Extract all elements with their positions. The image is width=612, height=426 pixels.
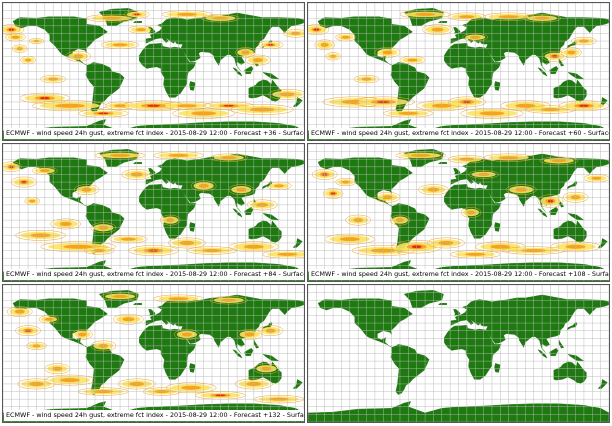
iceland-landmass [437, 21, 448, 23]
new-guinea-landmass [567, 353, 585, 362]
efi-area-mid [78, 332, 87, 337]
efi-area-mid [252, 58, 264, 63]
australia-landmass [248, 220, 282, 243]
efi-contour [165, 382, 217, 394]
efi-area-mid [135, 28, 146, 32]
new-guinea-landmass [262, 71, 280, 80]
efi-contour [50, 218, 82, 230]
new-guinea-landmass [262, 353, 280, 362]
graticule [3, 144, 304, 281]
efi-area-mid [244, 332, 255, 337]
efi-area-mid [181, 385, 202, 390]
efi-area-mid [29, 199, 36, 203]
efi-area-mid [567, 50, 576, 55]
graticule [308, 285, 609, 422]
australia-landmass [553, 220, 587, 243]
iceland-landmass [132, 21, 143, 23]
australia-landmass [553, 79, 587, 102]
iceland-landmass [437, 303, 448, 305]
map-panel-4: ECMWF - wind speed 24h gust, extreme fct… [307, 143, 610, 282]
efi-area-mid [11, 35, 20, 39]
map-panel-3: ECMWF - wind speed 24h gust, extreme fct… [2, 143, 305, 282]
map-panel-6 [307, 284, 610, 423]
graticule [3, 285, 304, 422]
graticule [308, 3, 609, 140]
map-panel-1: ECMWF - wind speed 24h gust, extreme fct… [2, 2, 305, 141]
new-guinea-landmass [567, 71, 585, 80]
efi-area-mid [59, 221, 72, 226]
map-panel-5: ECMWF - wind speed 24h gust, extreme fct… [2, 284, 305, 423]
map-caption: ECMWF - wind speed 24h gust, extreme fct… [4, 269, 304, 280]
iceland-landmass [132, 303, 143, 305]
efi-contour [422, 24, 453, 36]
australia-landmass [553, 361, 587, 384]
graticule [3, 3, 304, 140]
map-caption: ECMWF - wind speed 24h gust, extreme fct… [309, 269, 609, 280]
map-caption: ECMWF - wind speed 24h gust, extreme fct… [4, 410, 304, 421]
new-guinea-landmass [262, 212, 280, 221]
japan-landmass [566, 322, 578, 331]
efi-area-mid [591, 176, 602, 180]
efi-area-mid [410, 153, 431, 157]
world-map [3, 285, 304, 422]
iceland-landmass [437, 162, 448, 164]
efi-area-mid [44, 317, 53, 321]
madagascar-landmass [494, 222, 501, 232]
efi-area-mid [431, 27, 444, 32]
map-caption: ECMWF - wind speed 24h gust, extreme fct… [4, 128, 304, 139]
efi-contour [561, 47, 582, 58]
efi-contour [72, 329, 93, 340]
iceland-landmass [132, 162, 143, 164]
madagascar-landmass [494, 81, 501, 91]
efi-area-mid [382, 50, 393, 55]
world-map [3, 3, 304, 140]
world-map [308, 144, 609, 281]
world-map [3, 144, 304, 281]
new-guinea-landmass [567, 212, 585, 221]
madagascar-landmass [189, 363, 196, 373]
map-caption: ECMWF - wind speed 24h gust, extreme fct… [309, 128, 609, 139]
madagascar-landmass [494, 363, 501, 373]
efi-area-mid [341, 35, 350, 39]
madagascar-landmass [189, 222, 196, 232]
world-map [308, 285, 609, 422]
world-map [308, 3, 609, 140]
map-panel-2: ECMWF - wind speed 24h gust, extreme fct… [307, 2, 610, 141]
madagascar-landmass [189, 81, 196, 91]
efi-area-mid [407, 58, 418, 62]
japan-landmass [566, 181, 578, 190]
